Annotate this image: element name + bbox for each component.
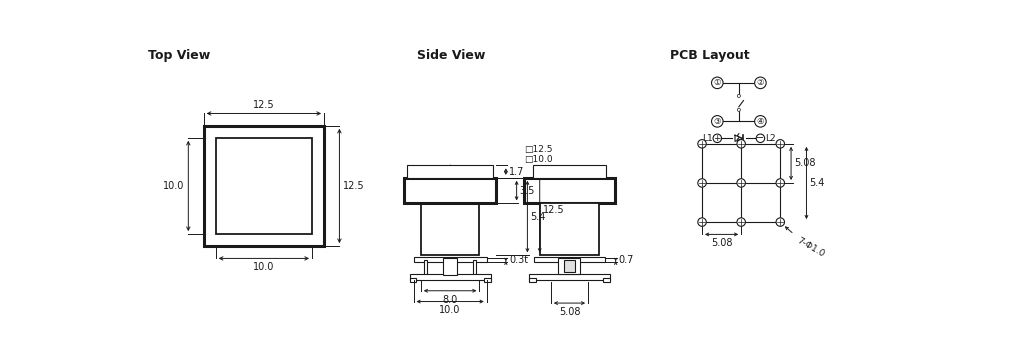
Text: ①: ①	[714, 78, 721, 87]
Text: −: −	[757, 133, 765, 143]
Circle shape	[776, 140, 784, 148]
Bar	[404, 178, 496, 203]
Text: 5.4: 5.4	[810, 178, 825, 188]
Text: 5.08: 5.08	[559, 307, 581, 317]
Bar	[529, 274, 609, 280]
Circle shape	[737, 140, 745, 148]
Text: ②: ②	[757, 78, 764, 87]
Circle shape	[737, 218, 745, 226]
Circle shape	[697, 218, 707, 226]
Bar	[414, 257, 486, 261]
Bar	[484, 278, 490, 281]
Text: 5.08: 5.08	[711, 238, 732, 248]
Text: 5.08: 5.08	[795, 158, 816, 169]
Bar	[523, 178, 615, 203]
Text: Top View: Top View	[147, 50, 210, 62]
Circle shape	[712, 116, 723, 127]
Circle shape	[697, 179, 707, 187]
Bar	[421, 203, 479, 255]
Bar	[473, 260, 476, 275]
Circle shape	[697, 140, 707, 148]
Circle shape	[737, 94, 740, 97]
Text: ④: ④	[757, 117, 764, 126]
Bar	[442, 258, 458, 275]
Text: 12.5: 12.5	[343, 181, 365, 191]
Circle shape	[737, 179, 745, 187]
Text: 12.5: 12.5	[543, 205, 564, 215]
Text: 10.0: 10.0	[163, 181, 184, 191]
Bar	[424, 260, 427, 275]
Bar	[216, 138, 312, 234]
Bar	[558, 258, 581, 274]
Bar	[564, 260, 574, 272]
Bar	[204, 126, 324, 246]
Text: 8.0: 8.0	[442, 294, 458, 304]
Text: L1: L1	[701, 134, 713, 143]
Text: □12.5: □12.5	[523, 146, 552, 154]
Text: 3.5: 3.5	[520, 186, 536, 196]
Circle shape	[755, 116, 766, 127]
Bar	[410, 278, 416, 281]
Text: PCB Layout: PCB Layout	[670, 50, 750, 62]
Text: +: +	[714, 134, 721, 143]
Text: 0.7: 0.7	[618, 255, 634, 265]
Text: ③: ③	[714, 117, 721, 126]
Text: 10.0: 10.0	[253, 262, 274, 272]
Bar	[532, 165, 606, 178]
Bar	[541, 203, 599, 255]
Bar	[408, 165, 493, 178]
Circle shape	[737, 108, 740, 111]
Circle shape	[776, 179, 784, 187]
Circle shape	[713, 134, 722, 142]
Circle shape	[776, 218, 784, 226]
Circle shape	[756, 134, 765, 142]
Text: 1.7: 1.7	[509, 166, 524, 176]
Text: Side View: Side View	[417, 50, 485, 62]
Text: 12.5: 12.5	[253, 100, 274, 110]
Text: 0.3t: 0.3t	[509, 255, 528, 265]
Circle shape	[712, 77, 723, 89]
Bar	[529, 278, 536, 281]
Circle shape	[755, 77, 766, 89]
Text: 5.4: 5.4	[530, 212, 546, 222]
Text: 10.0: 10.0	[439, 305, 461, 315]
Bar	[449, 260, 452, 275]
Bar	[410, 274, 490, 280]
Text: □10.0: □10.0	[523, 155, 552, 164]
Bar	[603, 278, 609, 281]
Text: 7-Φ1.0: 7-Φ1.0	[796, 236, 826, 259]
Text: L2: L2	[765, 134, 776, 143]
Bar	[535, 257, 605, 261]
